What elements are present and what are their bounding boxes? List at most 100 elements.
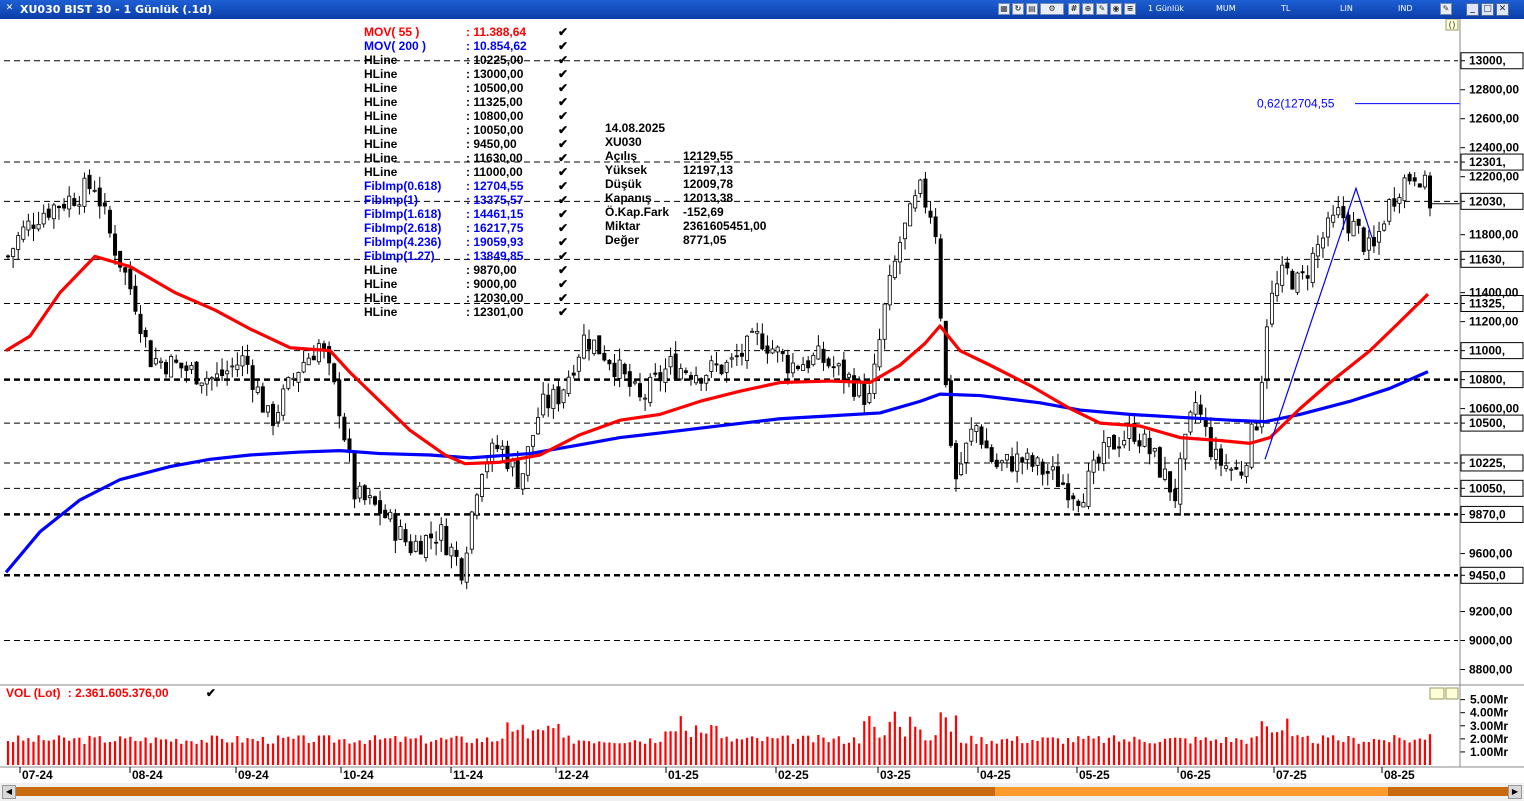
candle[interactable] [760,333,765,350]
candle[interactable] [388,511,393,520]
legend-check-icon[interactable]: ✔ [558,95,569,109]
candle[interactable] [1081,502,1086,508]
candle[interactable] [403,529,408,543]
candle[interactable] [1259,382,1264,428]
candle[interactable] [276,412,281,423]
legend-check-icon[interactable]: ✔ [558,67,569,81]
candle[interactable] [928,210,933,218]
candle[interactable] [316,343,321,363]
candle[interactable] [245,355,250,365]
candle[interactable] [663,368,668,383]
candle[interactable] [1249,423,1254,468]
candle[interactable] [892,260,897,278]
candle[interactable] [1366,237,1371,251]
candle[interactable] [1015,453,1020,472]
candle[interactable] [1254,426,1259,431]
candle[interactable] [179,362,184,369]
candle[interactable] [1183,433,1188,460]
candle[interactable] [632,381,637,384]
scale-selector[interactable]: LIN [1340,4,1353,13]
candle[interactable] [1147,437,1152,455]
candle[interactable] [959,463,964,476]
candle[interactable] [1132,423,1137,442]
candle[interactable] [948,380,953,446]
candle[interactable] [306,357,311,366]
candle[interactable] [536,417,541,435]
candle[interactable] [1275,283,1280,297]
candle[interactable] [1213,448,1218,460]
legend-check-icon[interactable]: ✔ [558,39,569,53]
candle[interactable] [490,442,495,463]
candle[interactable] [133,285,138,312]
candle[interactable] [1361,227,1366,252]
vol-panel-close-icon[interactable] [1445,687,1459,700]
candle[interactable] [1387,199,1392,222]
candle[interactable] [969,428,974,442]
legend-check-icon[interactable]: ✔ [558,249,569,263]
candle[interactable] [51,204,56,220]
candle[interactable] [220,369,225,376]
candle[interactable] [255,386,260,393]
candle[interactable] [826,358,831,367]
candle[interactable] [775,346,780,353]
candle[interactable] [607,359,612,365]
candle[interactable] [1127,425,1132,439]
candle[interactable] [67,195,72,210]
candle[interactable] [367,495,372,499]
pencil-icon[interactable]: ✎ [1096,3,1108,15]
candle[interactable] [806,360,811,369]
candle[interactable] [566,376,571,394]
candle[interactable] [454,549,459,557]
candle[interactable] [520,473,525,490]
candle[interactable] [1142,433,1147,447]
candle[interactable] [1117,446,1122,449]
candle[interactable] [240,355,245,367]
pin-icon[interactable]: ✎ [1440,3,1452,15]
candle[interactable] [158,360,163,363]
candle[interactable] [887,275,892,306]
candle[interactable] [1193,402,1198,415]
ma55-line[interactable] [5,254,1430,466]
candle[interactable] [1066,483,1071,501]
candle[interactable] [230,365,235,368]
legend-check-icon[interactable]: ✔ [558,81,569,95]
candle[interactable] [505,445,510,470]
candle[interactable] [1377,231,1382,243]
candle[interactable] [668,356,673,368]
candle[interactable] [943,320,948,386]
candle[interactable] [423,535,428,558]
candle[interactable] [1239,471,1244,476]
candle[interactable] [734,355,739,358]
print-icon[interactable]: ▤ [1026,3,1038,15]
candle[interactable] [816,345,821,360]
candle[interactable] [1198,404,1203,415]
candle[interactable] [1106,437,1111,447]
candle[interactable] [378,500,383,514]
candle[interactable] [107,209,112,234]
candle[interactable] [612,362,617,378]
legend-check-icon[interactable]: ✔ [558,277,569,291]
candle[interactable] [1351,220,1356,237]
candle[interactable] [1382,223,1387,231]
scroll-thumb[interactable] [995,787,1388,796]
candle[interactable] [541,393,546,416]
candle[interactable] [862,381,867,405]
candle[interactable] [745,335,750,361]
candle[interactable] [41,212,46,225]
maximize-button[interactable]: □ [1481,3,1494,16]
candle[interactable] [688,375,693,380]
volume-check-icon[interactable]: ✔ [205,686,216,700]
candle[interactable] [811,354,816,365]
candle[interactable] [1290,270,1295,290]
candle[interactable] [770,348,775,354]
candle[interactable] [1346,214,1351,234]
candle[interactable] [882,303,887,340]
candle[interactable] [551,388,556,409]
candle[interactable] [1407,173,1412,182]
candle[interactable] [1096,456,1101,464]
candle[interactable] [6,255,11,258]
settings-icon[interactable]: ⚙ [1040,3,1064,15]
chart-canvas[interactable]: 0,62(12704,55 8800,00 9000,00 9200,00 9450,… [0,19,1524,801]
candle[interactable] [1061,482,1066,485]
candle[interactable] [954,443,959,480]
